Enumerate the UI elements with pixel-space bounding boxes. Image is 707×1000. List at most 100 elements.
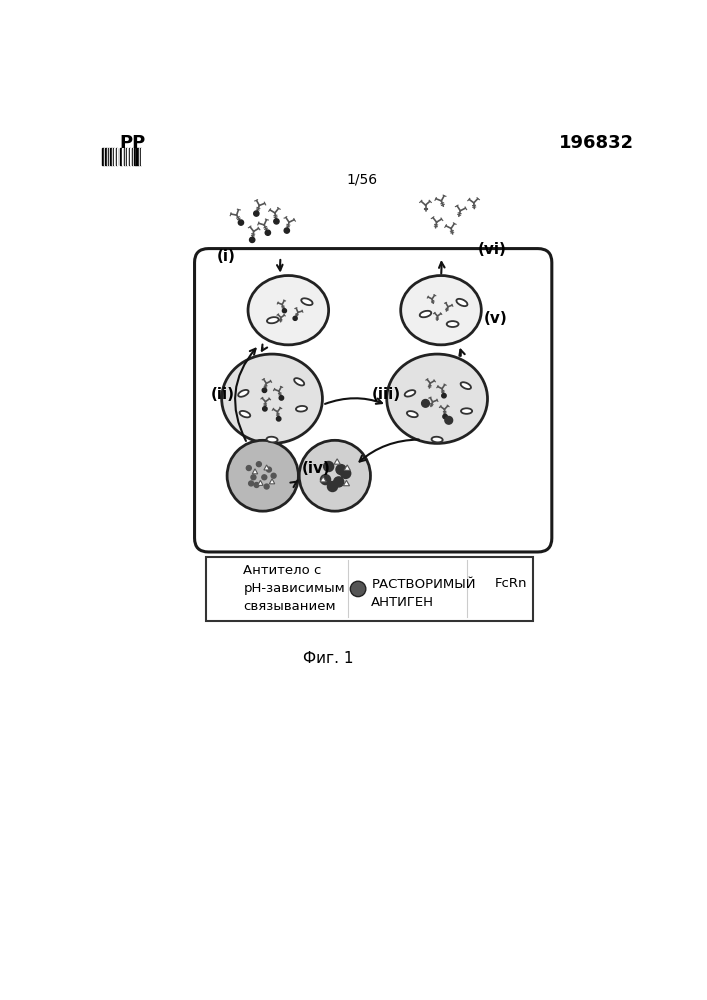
Ellipse shape xyxy=(294,378,304,385)
Ellipse shape xyxy=(248,276,329,345)
Circle shape xyxy=(262,388,267,392)
Bar xyxy=(114,148,116,165)
Bar xyxy=(119,148,120,165)
Text: PP: PP xyxy=(119,134,146,152)
Ellipse shape xyxy=(401,276,481,345)
Text: (vi): (vi) xyxy=(477,242,506,257)
Bar xyxy=(132,148,134,165)
Ellipse shape xyxy=(238,390,249,397)
Text: (iii): (iii) xyxy=(371,387,400,402)
Circle shape xyxy=(284,228,289,233)
Text: Антитело с
рН-зависимым
связыванием: Антитело с рН-зависимым связыванием xyxy=(243,564,345,613)
Text: (v): (v) xyxy=(484,311,508,326)
Polygon shape xyxy=(344,480,349,486)
Ellipse shape xyxy=(301,298,312,305)
Text: 196832: 196832 xyxy=(559,134,633,152)
Circle shape xyxy=(262,407,267,411)
Circle shape xyxy=(227,440,298,511)
Circle shape xyxy=(267,467,271,472)
Bar xyxy=(124,148,125,165)
Ellipse shape xyxy=(420,311,431,317)
Ellipse shape xyxy=(471,583,496,595)
Circle shape xyxy=(262,475,267,480)
Circle shape xyxy=(246,466,251,471)
Polygon shape xyxy=(269,479,275,484)
Ellipse shape xyxy=(431,437,443,442)
Bar xyxy=(141,148,142,165)
Circle shape xyxy=(251,475,256,480)
Bar xyxy=(134,148,136,165)
FancyBboxPatch shape xyxy=(194,249,552,552)
Ellipse shape xyxy=(387,354,488,443)
Circle shape xyxy=(264,484,269,489)
Circle shape xyxy=(442,393,446,398)
Bar xyxy=(117,148,119,165)
Text: 1/56: 1/56 xyxy=(346,172,378,186)
Bar xyxy=(120,148,122,165)
Circle shape xyxy=(320,475,331,485)
Circle shape xyxy=(443,414,448,419)
Text: (iv): (iv) xyxy=(301,461,330,476)
Circle shape xyxy=(249,481,254,486)
Circle shape xyxy=(276,417,281,421)
Ellipse shape xyxy=(407,411,418,417)
Bar xyxy=(127,148,129,165)
Circle shape xyxy=(282,309,286,313)
Ellipse shape xyxy=(296,406,307,412)
Ellipse shape xyxy=(447,321,459,327)
Polygon shape xyxy=(252,469,258,474)
Bar xyxy=(139,148,141,165)
Circle shape xyxy=(238,220,244,225)
Text: (ii): (ii) xyxy=(211,387,235,402)
Bar xyxy=(103,148,104,165)
Bar xyxy=(112,148,113,165)
Ellipse shape xyxy=(457,299,467,306)
Circle shape xyxy=(327,482,337,492)
Circle shape xyxy=(341,468,351,478)
Bar xyxy=(125,148,127,165)
Text: FcRn: FcRn xyxy=(494,577,527,590)
Polygon shape xyxy=(344,465,351,470)
Bar xyxy=(129,148,130,165)
Bar xyxy=(104,148,105,165)
Circle shape xyxy=(334,477,344,487)
Circle shape xyxy=(445,416,452,424)
Polygon shape xyxy=(258,480,263,485)
Text: Фиг. 1: Фиг. 1 xyxy=(303,651,354,666)
Circle shape xyxy=(351,581,366,597)
Circle shape xyxy=(254,483,259,487)
Circle shape xyxy=(299,440,370,511)
Ellipse shape xyxy=(460,382,471,389)
Circle shape xyxy=(274,219,279,224)
Bar xyxy=(113,148,114,165)
Bar xyxy=(122,148,124,165)
Circle shape xyxy=(324,461,334,472)
Bar xyxy=(107,148,110,165)
Circle shape xyxy=(279,396,284,400)
Circle shape xyxy=(421,400,429,407)
Circle shape xyxy=(250,237,255,242)
Text: (i): (i) xyxy=(216,249,235,264)
Polygon shape xyxy=(264,465,269,470)
Circle shape xyxy=(257,462,262,467)
Bar xyxy=(130,148,132,165)
Circle shape xyxy=(293,316,297,320)
Circle shape xyxy=(271,473,276,478)
Ellipse shape xyxy=(461,408,472,414)
Circle shape xyxy=(265,230,271,235)
Bar xyxy=(136,148,139,165)
Bar xyxy=(110,148,112,165)
Text: РАСТВОРИМЫЙ
АНТИГЕН: РАСТВОРИМЫЙ АНТИГЕН xyxy=(371,578,476,609)
Circle shape xyxy=(254,211,259,216)
Polygon shape xyxy=(334,459,340,464)
FancyBboxPatch shape xyxy=(206,557,533,620)
Bar xyxy=(105,148,107,165)
Ellipse shape xyxy=(404,390,415,397)
Bar xyxy=(116,148,117,165)
Polygon shape xyxy=(320,477,327,482)
Ellipse shape xyxy=(267,317,279,323)
Circle shape xyxy=(336,465,346,475)
Ellipse shape xyxy=(240,411,250,417)
Ellipse shape xyxy=(267,437,278,442)
Ellipse shape xyxy=(222,354,322,443)
